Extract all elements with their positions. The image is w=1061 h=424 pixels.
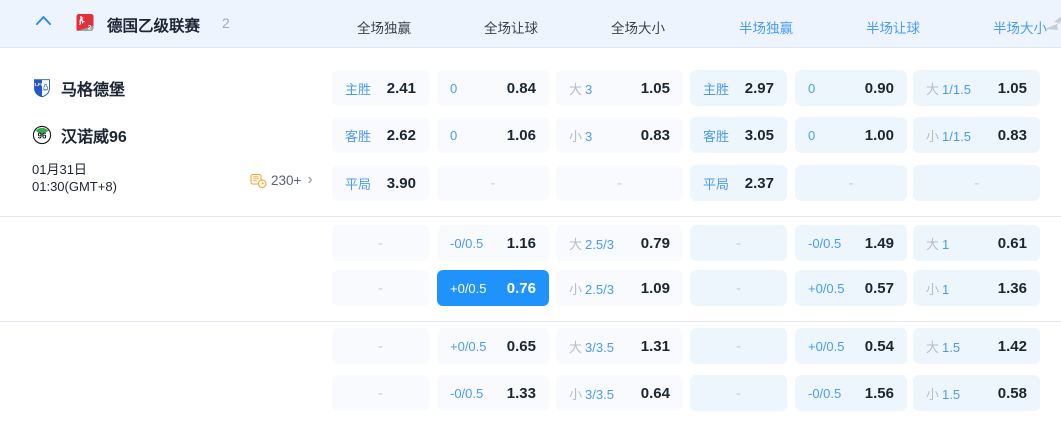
svg-text:96: 96 bbox=[38, 132, 47, 141]
svg-text:2: 2 bbox=[88, 25, 92, 31]
svg-text:1.FC: 1.FC bbox=[34, 82, 45, 87]
